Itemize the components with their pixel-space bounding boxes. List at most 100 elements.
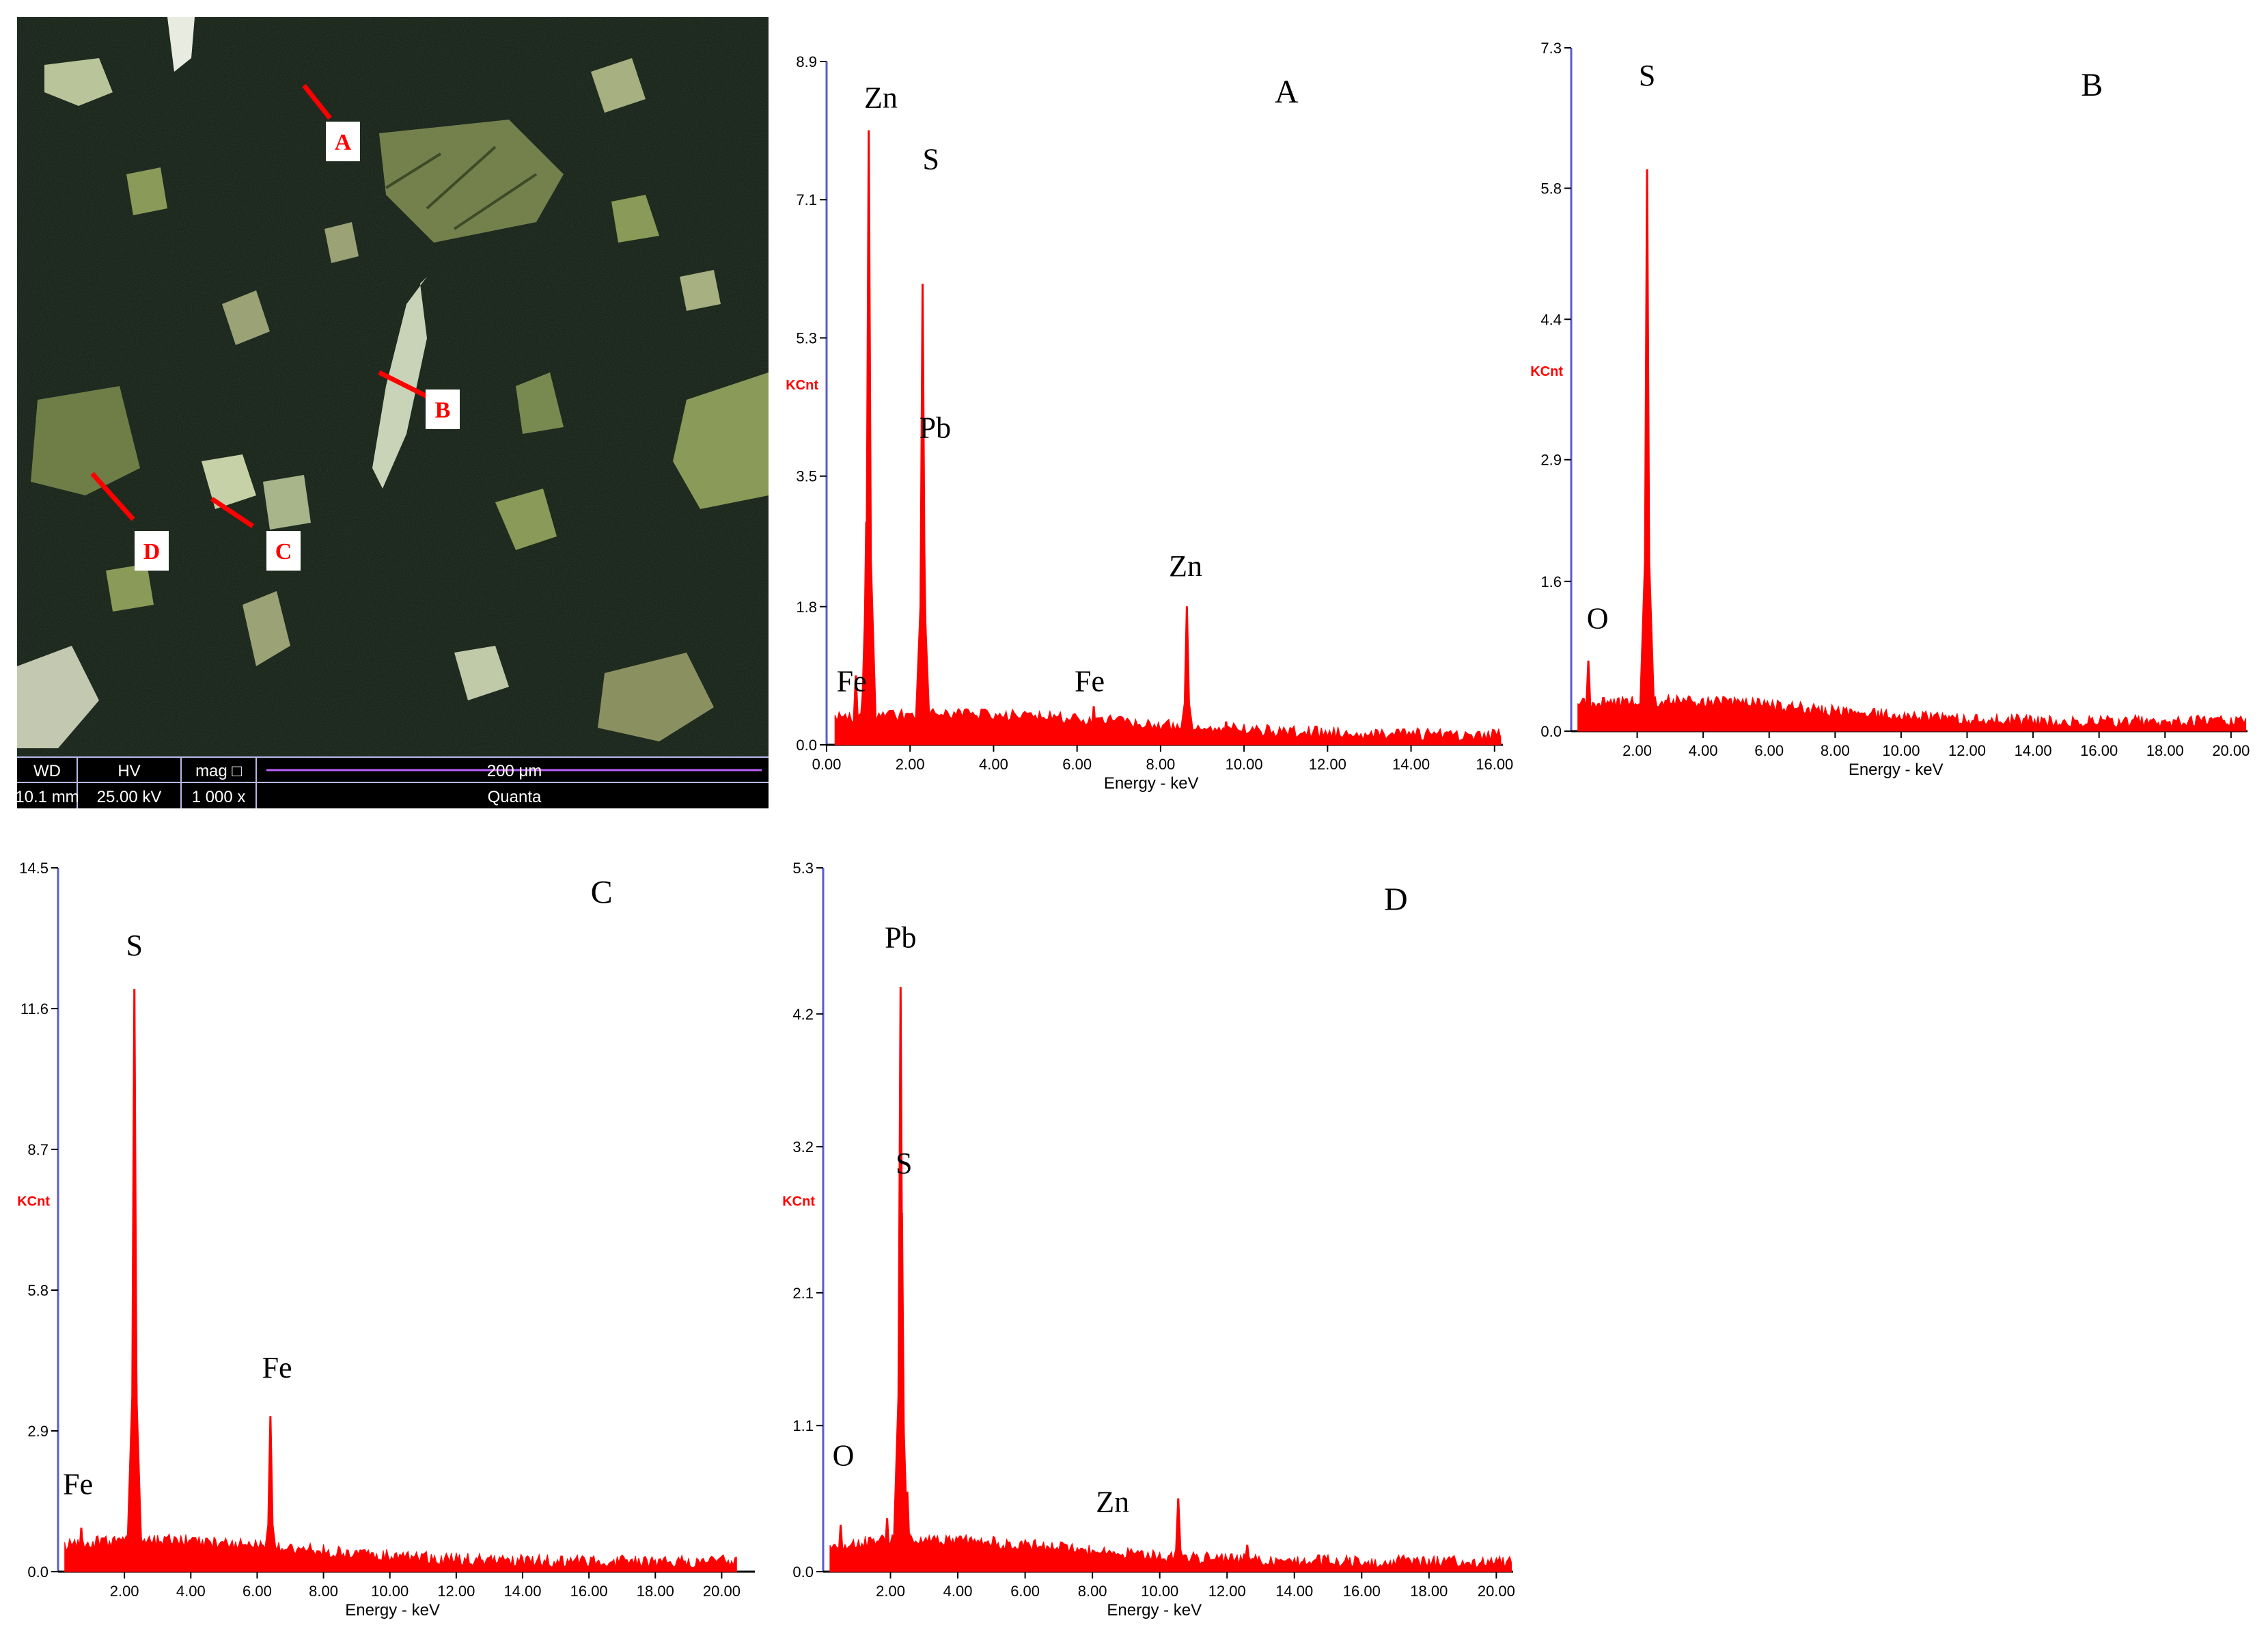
peak-annotation: Fe — [63, 1467, 93, 1501]
grain-h — [202, 454, 256, 509]
y-tick-label: 2.9 — [1540, 452, 1562, 469]
x-tick-label: 2.00 — [896, 756, 925, 773]
grain-right — [673, 372, 769, 509]
peak-annotation: O — [833, 1439, 855, 1473]
x-tick-label: 6.00 — [1062, 756, 1092, 773]
peak-annotation: Zn — [1169, 549, 1202, 583]
x-tick-label: 16.00 — [1476, 756, 1513, 773]
x-tick-label: 6.00 — [1754, 742, 1784, 759]
x-tick-label: 6.00 — [243, 1583, 272, 1600]
y-tick-label: 2.1 — [792, 1285, 814, 1302]
label-d-box — [135, 531, 169, 571]
databar-wd-value: 10.1 mm — [17, 788, 79, 806]
x-tick-label: 10.00 — [371, 1583, 409, 1600]
label-a: A — [335, 130, 352, 155]
x-tick-label: 4.00 — [979, 756, 1008, 773]
x-tick-label: 12.00 — [437, 1583, 475, 1600]
peak-annotation: Zn — [1096, 1486, 1129, 1519]
x-tick-label: 12.00 — [1309, 756, 1346, 773]
databar-hv-header: HV — [117, 762, 140, 780]
spectrum-c-panel: 0.0 2.9 5.8 8.7 11.6 14.5 KCnt 2.00 4.00 6.00 8.00… — [0, 851, 772, 1630]
y-tick-label: 1.8 — [796, 599, 817, 616]
label-b: B — [435, 398, 451, 423]
y-tick-label: 3.2 — [792, 1138, 814, 1156]
panel-title: B — [2081, 67, 2103, 103]
x-tick-label: 10.00 — [1141, 1583, 1178, 1600]
spectrum-background — [1577, 694, 2247, 732]
peak-annotation: Pb — [919, 411, 951, 445]
y-tick-label: 7.1 — [796, 191, 817, 208]
grain-j — [106, 564, 154, 612]
spectrum-a-chart: 0.0 1.8 3.5 5.3 7.1 8.9 KCnt 0.00 2.00 4.00 6.00 8.… — [786, 53, 1513, 793]
x-tick-label: 16.00 — [1343, 1583, 1381, 1600]
spectrum-b-panel: 0.0 1.6 2.9 4.4 5.8 7.3 KCnt 2.00 4.00 6.00 8.00 10… — [1530, 34, 2268, 793]
x-tick-label: 20.00 — [703, 1583, 741, 1600]
grain-e — [591, 58, 646, 113]
grain-bottom-left — [17, 646, 99, 748]
peak-annotation: Fe — [262, 1351, 292, 1384]
spectrum-c-chart: 0.0 2.9 5.8 8.7 11.6 14.5 KCnt 2.00 4.00 6.00 8.00… — [17, 860, 755, 1620]
y-tick-label: 0.0 — [796, 737, 817, 754]
x-tick-label: 4.00 — [176, 1583, 206, 1600]
x-axis-label: Energy - keV — [1104, 774, 1199, 793]
label-c: C — [275, 539, 292, 564]
spectrum-peak — [1170, 1498, 1187, 1572]
y-tick-label: 5.3 — [792, 860, 814, 877]
panel-title: A — [1275, 74, 1299, 110]
spectrum-peak — [1178, 606, 1195, 746]
grain-cracks — [385, 146, 538, 230]
y-tick-label: 8.7 — [27, 1141, 49, 1158]
grain-g — [516, 372, 564, 434]
y-tick-label: 5.8 — [27, 1282, 49, 1299]
x-tick-label: 18.00 — [2146, 742, 2184, 759]
arrow-c — [210, 497, 254, 528]
y-tick-label: 5.8 — [1540, 180, 1562, 197]
y-axis-label: KCnt — [782, 1194, 815, 1209]
x-tick-label: 12.00 — [1948, 742, 1986, 759]
spectrum-peak — [1238, 1544, 1256, 1572]
arrow-d — [90, 472, 135, 521]
databar-hv-value: 25.00 kV — [97, 788, 162, 806]
x-tick-label: 2.00 — [876, 1583, 905, 1600]
grain-k — [324, 222, 359, 263]
x-tick-label: 4.00 — [943, 1583, 973, 1600]
spectrum-peak — [1112, 737, 1130, 746]
spectrum-background — [829, 1533, 1512, 1572]
y-tick-label: 5.3 — [796, 329, 817, 346]
x-axis-label: Energy - keV — [345, 1601, 440, 1620]
x-tick-label: 16.00 — [570, 1583, 608, 1600]
spectrum-peak — [262, 1416, 279, 1572]
y-tick-label: 4.4 — [1540, 311, 1562, 328]
spectrum-peak — [1105, 1551, 1123, 1572]
spectrum-peak — [1217, 721, 1235, 746]
x-tick-label: 8.00 — [1821, 742, 1850, 759]
spectrum-d-panel: 0.0 1.1 2.1 3.2 4.2 5.3 KCnt 2.00 4.00 6.00 8.00 10… — [765, 851, 1537, 1630]
spectrum-d-chart: 0.0 1.1 2.1 3.2 4.2 5.3 KCnt 2.00 4.00 6.00 8.00 10… — [782, 860, 1515, 1620]
spectrum-peak — [1579, 660, 1597, 732]
grain-f — [611, 195, 659, 243]
spectrum-peak — [1085, 706, 1103, 746]
grain-left — [31, 386, 140, 495]
grain-bottom-right — [598, 653, 714, 741]
spectrum-peak — [898, 1491, 916, 1572]
y-tick-label: 3.5 — [796, 468, 817, 485]
x-tick-label: 8.00 — [309, 1583, 338, 1600]
x-tick-label: 6.00 — [1010, 1583, 1040, 1600]
y-tick-label: 2.9 — [27, 1423, 49, 1440]
y-tick-label: 0.0 — [792, 1563, 814, 1581]
grain-top-white — [167, 17, 195, 72]
grain-c — [222, 290, 270, 345]
grain-d — [126, 167, 167, 215]
spectrum-b-chart: 0.0 1.6 2.9 4.4 5.8 7.3 KCnt 2.00 4.00 6.00 8.00 10… — [1530, 40, 2250, 779]
x-axis-label: Energy - keV — [1849, 761, 1944, 779]
y-tick-label: 11.6 — [20, 1000, 49, 1017]
arrow-b — [378, 370, 428, 399]
x-tick-label: 14.00 — [503, 1583, 541, 1600]
grain-large-a — [379, 120, 564, 243]
grain-l — [680, 270, 721, 311]
y-tick-label: 8.9 — [796, 53, 817, 70]
y-tick-label: 1.6 — [1540, 573, 1562, 590]
grain-lower-2 — [454, 646, 509, 700]
spectrum-peak — [283, 1552, 301, 1572]
y-tick-label: 0.0 — [27, 1563, 49, 1581]
